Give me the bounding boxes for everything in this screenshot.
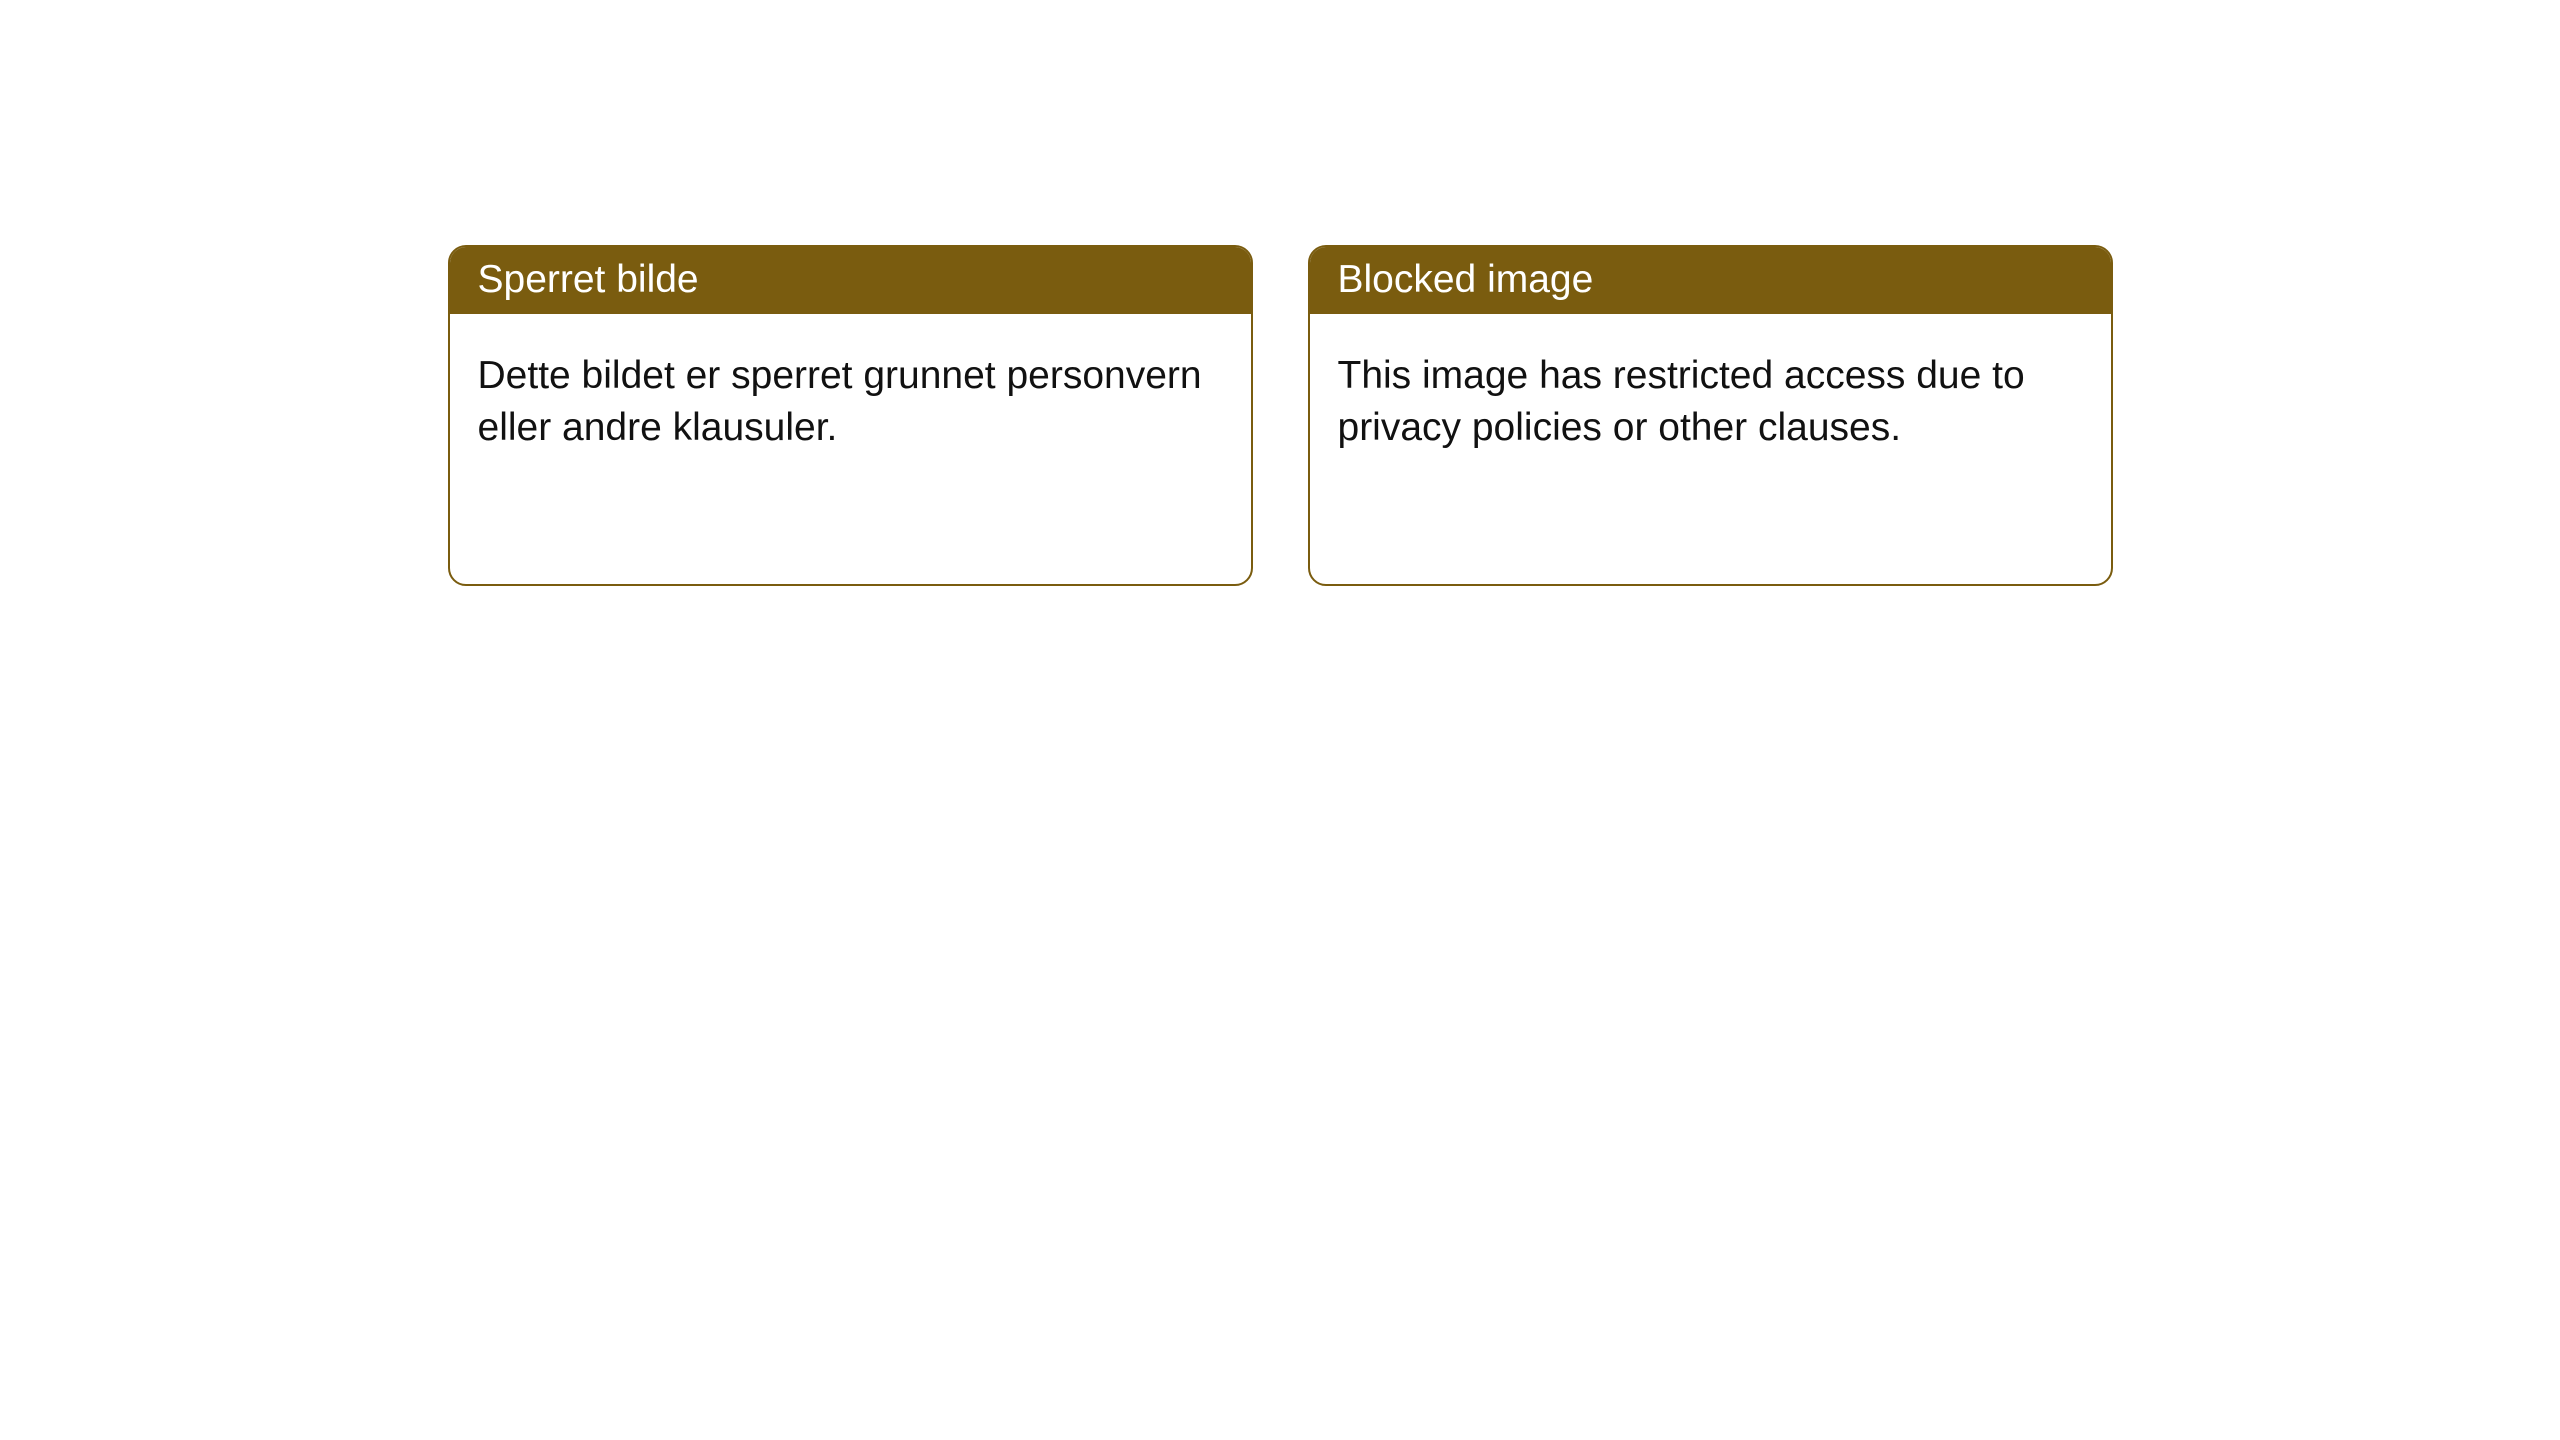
notice-card-norwegian: Sperret bilde Dette bildet er sperret gr… xyxy=(448,245,1253,586)
notice-header: Blocked image xyxy=(1310,247,2111,314)
notice-body-text: Dette bildet er sperret grunnet personve… xyxy=(478,354,1202,450)
notice-header: Sperret bilde xyxy=(450,247,1251,314)
notice-body: This image has restricted access due to … xyxy=(1310,314,2111,584)
notice-title: Sperret bilde xyxy=(478,258,699,301)
notice-body-text: This image has restricted access due to … xyxy=(1338,354,2025,450)
notice-body: Dette bildet er sperret grunnet personve… xyxy=(450,314,1251,584)
notice-title: Blocked image xyxy=(1338,258,1594,301)
notice-card-english: Blocked image This image has restricted … xyxy=(1308,245,2113,586)
notice-container: Sperret bilde Dette bildet er sperret gr… xyxy=(448,245,2113,586)
